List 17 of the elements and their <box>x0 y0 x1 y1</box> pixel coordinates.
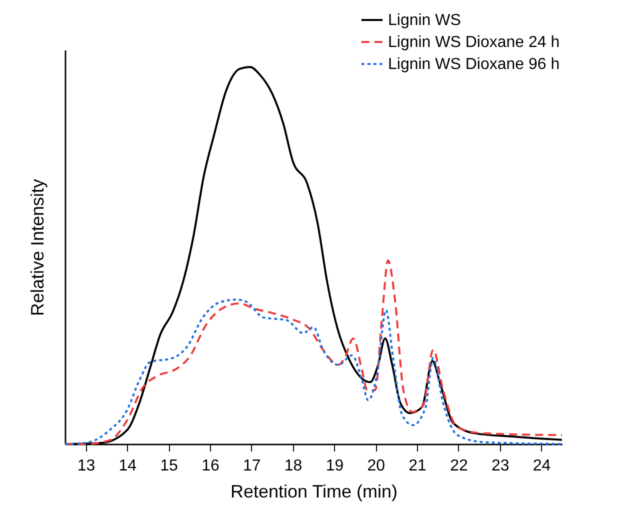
legend-label: Lignin WS <box>388 12 461 29</box>
x-tick-label: 17 <box>242 458 261 474</box>
x-tick-label: 22 <box>450 458 468 474</box>
x-tick-label: 18 <box>284 458 302 474</box>
legend-label: Lignin WS Dioxane 96 h <box>388 56 560 73</box>
x-tick-label: 16 <box>202 458 220 474</box>
x-tick-label: 15 <box>160 458 178 474</box>
x-tick-label: 24 <box>532 458 551 474</box>
x-tick-label: 13 <box>77 458 96 474</box>
y-axis-title: Relative Intensity <box>28 178 48 316</box>
x-tick-label: 23 <box>491 458 510 474</box>
x-tick-label: 14 <box>118 458 137 474</box>
x-axis-title: Retention Time (min) <box>230 482 398 502</box>
x-tick-label: 19 <box>326 458 344 474</box>
legend-label: Lignin WS Dioxane 24 h <box>388 34 560 51</box>
x-tick-label: 20 <box>367 458 386 474</box>
x-tick-label: 21 <box>408 458 427 474</box>
